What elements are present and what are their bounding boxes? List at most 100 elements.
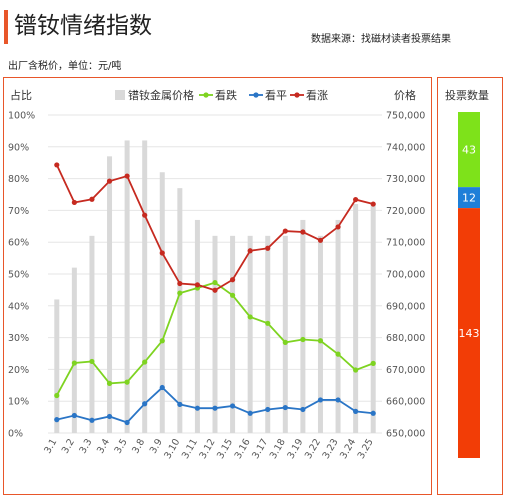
left-tick-label: 0% [8,429,23,440]
series-point [106,178,113,184]
price-bar [89,235,95,433]
series-point [229,403,236,409]
legend-swatch-dot [203,92,209,98]
left-tick-label: 70% [8,206,29,217]
right-tick-label: 670,000 [386,365,425,376]
data-source-note: 数据来源：找磁材读者投票结果 [311,34,451,45]
x-tick-label: 3.22 [303,437,323,461]
right-tick-label: 660,000 [386,397,425,408]
series-point [124,419,130,426]
series-point [71,360,77,366]
left-tick-label: 100% [8,111,35,122]
price-bar [71,267,77,433]
price-bar [353,204,359,433]
legend-label: 看跌 [215,88,237,102]
main-chart-frame [3,77,432,495]
right-axis-ticks: 650,000 660,000 670,000 680,000 690,000 700,0… [386,111,425,440]
price-bar [177,188,183,433]
series-point [265,406,271,413]
series-point [142,212,148,218]
price-bar [194,219,200,433]
series-point [212,287,218,293]
price-bar [370,204,376,433]
left-axis-label: 占比 [10,88,32,102]
x-tick-label: 3.24 [338,437,358,461]
series-point [89,196,95,202]
series-point [54,392,60,399]
series-point [300,406,306,413]
series-point [106,413,113,420]
right-tick-label: 750,000 [386,111,425,122]
right-tick-label: 720,000 [386,206,425,217]
series-point [265,245,271,251]
series-point [335,397,341,403]
series-point [212,279,218,286]
series-point [177,401,183,407]
series-point [229,292,236,298]
series-point [300,229,306,235]
price-bar [300,219,306,433]
price-bars [54,140,376,434]
series-point [265,320,271,326]
legend-swatch-dot [294,92,300,98]
price-bar [159,172,165,434]
x-tick-label: 3.2 [60,437,77,456]
vote-segment [458,187,480,209]
left-tick-label: 50% [8,270,29,281]
series-point [317,397,324,403]
vote-segment-label: 43 [462,144,476,157]
series-point [370,410,376,416]
legend-label: 看平 [265,88,287,102]
price-bar [317,235,323,433]
vote-segment [458,112,480,188]
series-point [353,196,359,203]
left-tick-label: 30% [8,333,29,344]
series-point [89,358,95,365]
right-tick-label: 680,000 [386,333,425,344]
series-point [71,199,77,206]
x-tick-label: 3.19 [285,437,305,461]
x-tick-label: 3.12 [197,437,217,461]
vote-stacked-bar: 43 12 143 [458,112,480,458]
price-bar [107,156,113,433]
price-bar [265,235,271,433]
series-point [106,380,113,386]
left-tick-label: 60% [8,238,29,249]
x-tick-label: 3.11 [180,437,200,461]
left-tick-label: 40% [8,301,29,312]
series-point [177,280,183,287]
right-tick-label: 690,000 [386,301,425,312]
series-point [282,404,288,411]
x-tick-label: 3.16 [233,437,253,461]
left-tick-label: 90% [8,142,29,153]
series-point [353,408,359,414]
x-tick-label: 3.10 [162,437,182,461]
series-point [159,250,165,256]
series-point [71,412,77,419]
vote-segment [458,208,480,458]
series-point [159,384,165,391]
series-point [142,359,148,365]
series-point [247,248,253,254]
x-tick-label: 3.1 [42,437,59,456]
price-bar [230,235,236,433]
series-point [54,162,60,168]
x-tick-label: 3.5 [113,437,130,456]
series-point [282,228,288,234]
series-point [317,338,324,344]
price-bar [282,235,288,433]
legend: 镨钕金属价格 看跌 看平 看涨 [115,88,328,102]
left-axis-ticks: 0% 10% 20% 30% 40% 50% 60% 70% 80% 90% 100% [8,111,35,440]
price-bar [212,235,218,433]
x-tick-label: 3.17 [250,437,270,461]
price-bar [54,299,60,433]
left-tick-label: 20% [8,365,29,376]
series-point [177,290,183,296]
right-tick-label: 730,000 [386,174,425,185]
series-point [229,277,236,283]
series-point [335,224,341,230]
x-tick-label: 3.4 [95,437,112,456]
left-tick-label: 80% [8,174,29,185]
series-point [353,367,359,373]
